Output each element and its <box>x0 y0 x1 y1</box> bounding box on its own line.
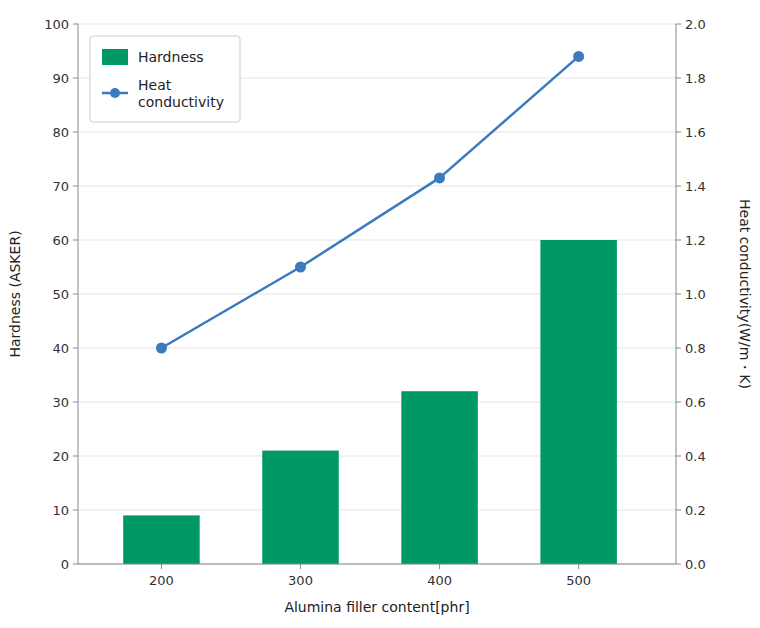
y2-tick-label: 1.2 <box>685 233 706 248</box>
y-axis-label: Hardness (ASKER) <box>7 230 23 357</box>
legend-box <box>90 36 240 122</box>
y-tick <box>73 294 78 295</box>
line-marker <box>295 262 306 273</box>
y-tick-label: 40 <box>52 341 69 356</box>
grid <box>78 24 676 564</box>
y2-tick <box>676 78 681 79</box>
y-tick <box>73 564 78 565</box>
y2-tick <box>676 186 681 187</box>
x-tick <box>161 564 162 569</box>
bar <box>123 515 199 564</box>
y2-tick-label: 0.2 <box>685 503 706 518</box>
y2-tick <box>676 564 681 565</box>
bar <box>401 391 477 564</box>
x-tick-label: 200 <box>149 573 174 588</box>
y-tick-label: 70 <box>52 179 69 194</box>
y2-tick-label: 0.6 <box>685 395 706 410</box>
y2-tick <box>676 294 681 295</box>
x-tick-label: 400 <box>427 573 452 588</box>
y2-tick <box>676 240 681 241</box>
y2-tick <box>676 24 681 25</box>
x-axis-line <box>78 564 676 565</box>
y-tick <box>73 24 78 25</box>
y2-tick-label: 1.4 <box>685 179 706 194</box>
y2-tick-label: 1.0 <box>685 287 706 302</box>
grid-line <box>78 186 676 187</box>
y-tick-label: 10 <box>52 503 69 518</box>
bar <box>540 240 616 564</box>
y2-tick <box>676 510 681 511</box>
y-tick-label: 90 <box>52 71 69 86</box>
chart: 200 300 400 500 0 10 20 30 40 50 60 70 80 90 100 0.0 0.2… <box>0 0 760 628</box>
legend: Hardness Heatconductivity <box>90 36 240 122</box>
y-tick <box>73 132 78 133</box>
y-tick-label: 80 <box>52 125 69 140</box>
y2-tick-label: 0.8 <box>685 341 706 356</box>
y2-tick-label: 1.8 <box>685 71 706 86</box>
y2-axis-label: Heat conductivity(W/m・K) <box>737 199 753 389</box>
plot-area <box>123 51 617 564</box>
line-marker <box>434 172 445 183</box>
bar <box>262 451 338 564</box>
y-tick <box>73 186 78 187</box>
y2-tick-label: 2.0 <box>685 17 706 32</box>
legend-label: Hardness <box>138 49 204 65</box>
y-tick <box>73 78 78 79</box>
y-tick-label: 50 <box>52 287 69 302</box>
x-tick <box>300 564 301 569</box>
y2-tick-label: 1.6 <box>685 125 706 140</box>
y-tick <box>73 348 78 349</box>
y2-tick <box>676 402 681 403</box>
grid-line <box>78 132 676 133</box>
y-tick-label: 100 <box>44 17 69 32</box>
x-tick <box>439 564 440 569</box>
y2-tick <box>676 456 681 457</box>
y-tick <box>73 240 78 241</box>
x-tick-label: 300 <box>288 573 313 588</box>
y2-tick-label: 0.0 <box>685 557 706 572</box>
grid-line <box>78 24 676 25</box>
y2-tick <box>676 132 681 133</box>
y-tick-label: 20 <box>52 449 69 464</box>
x-tick <box>578 564 579 569</box>
y-tick-label: 0 <box>61 557 69 572</box>
background <box>0 0 760 628</box>
x-tick-label: 500 <box>566 573 591 588</box>
y-tick <box>73 456 78 457</box>
y-tick <box>73 510 78 511</box>
axes: 200 300 400 500 0 10 20 30 40 50 60 70 80 90 100 0.0 0.2… <box>44 17 706 589</box>
line-marker <box>156 343 167 354</box>
x-axis-label: Alumina filler content[phr] <box>284 599 469 615</box>
y2-tick <box>676 348 681 349</box>
line-marker <box>573 51 584 62</box>
y-tick <box>73 402 78 403</box>
y-tick-label: 60 <box>52 233 69 248</box>
y-tick-label: 30 <box>52 395 69 410</box>
y2-tick-label: 0.4 <box>685 449 706 464</box>
legend-label: Heatconductivity <box>138 77 224 110</box>
legend-swatch <box>102 49 128 65</box>
grid-line <box>78 564 676 565</box>
legend-marker <box>110 88 120 98</box>
